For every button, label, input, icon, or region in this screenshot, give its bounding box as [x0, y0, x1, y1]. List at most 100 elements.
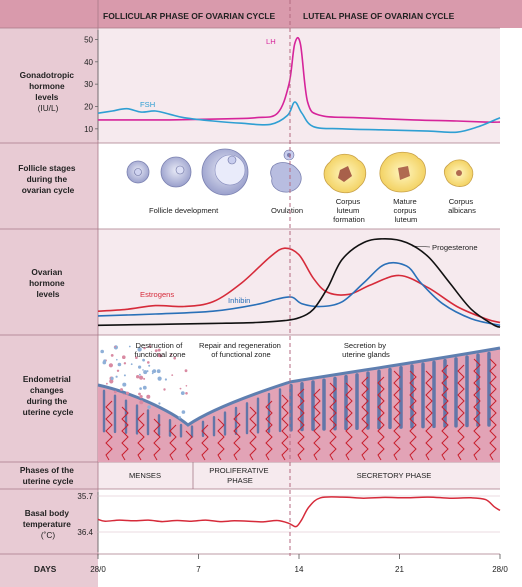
spiral-artery [281, 394, 289, 461]
basal-label-2: temperature [23, 519, 71, 529]
uterine-gland [421, 362, 425, 429]
corpus-luteum-formation-label: Corpus luteum formation [333, 197, 365, 224]
proliferative-2: PHASE [227, 476, 253, 485]
uterine-gland [344, 374, 348, 431]
mature-corpus-luteum-label: Mature corpus luteum [393, 197, 419, 224]
ovulation-label: Ovulation [271, 206, 303, 215]
phases-row-label: Phases of the uterine cycle [20, 465, 76, 486]
ovarian-chart [97, 237, 501, 328]
uterine-glands [102, 351, 491, 438]
uterine-gland [388, 367, 392, 430]
shed-fragment [116, 369, 120, 372]
estrogens-series-label: Estrogens [140, 290, 174, 299]
shed-fragment [122, 382, 127, 387]
gonadotropic-tick-label: 30 [84, 80, 93, 89]
gonadotropic-tick-label: 20 [84, 102, 93, 111]
shed-fragment [158, 402, 161, 405]
shed-fragment [142, 369, 144, 371]
basal-label-3: (˚C) [41, 530, 56, 540]
spiral-artery [121, 406, 129, 461]
shed-fragment [142, 358, 146, 362]
day-tick-label: 7 [196, 565, 201, 574]
primary-follicle-icon [160, 156, 192, 188]
spiral-artery [345, 382, 353, 461]
spiral-artery [409, 370, 417, 461]
shed-fragment [135, 356, 138, 360]
spiral-artery [249, 406, 257, 461]
shed-fragment [125, 391, 130, 395]
shed-fragment [123, 393, 125, 396]
primordial-follicle-icon [126, 160, 150, 184]
uterine-gland [146, 409, 150, 436]
shed-fragment [110, 354, 114, 357]
day-tick-label: 28/0 [492, 565, 508, 574]
endometrium-surface [97, 346, 501, 427]
spiral-artery [169, 424, 177, 461]
follicle-label-2: during the [27, 174, 68, 184]
uterine-gland [212, 416, 216, 437]
uterine-gland [278, 388, 282, 433]
gonadotropic-row-label: Gonadotropic hormone levels (IU/L) [20, 70, 77, 113]
uterine-gland [333, 376, 337, 431]
spiral-artery [393, 370, 401, 461]
follicle-label-1: Follicle stages [18, 163, 76, 173]
uterine-gland [223, 411, 227, 436]
shed-fragment [151, 372, 154, 375]
spiral-artery [473, 358, 481, 461]
shed-fragment [157, 353, 161, 358]
shed-fragment [139, 387, 142, 390]
shed-fragment [114, 345, 117, 348]
mature-cl-2: corpus [394, 206, 417, 215]
ovarian-label-3: levels [36, 289, 59, 299]
shed-fragment [185, 385, 188, 387]
shed-fragment [138, 365, 142, 369]
row-separators [0, 0, 500, 556]
spiral-artery [137, 412, 145, 461]
inhibin-series-label: Inhibin [228, 296, 250, 305]
phases-panel [98, 462, 500, 489]
shed-fragment [110, 376, 114, 381]
phases-label-2: uterine cycle [23, 476, 74, 486]
mature-cl-1: Mature [393, 197, 417, 206]
spiral-artery [265, 400, 273, 461]
spiral-artery [329, 382, 337, 461]
spiral-artery [441, 364, 449, 461]
mature-corpus-luteum-icon [379, 151, 426, 193]
basal-tick-label: 35.7 [77, 492, 93, 501]
shed-fragment [143, 370, 148, 375]
shed-fragment [157, 376, 162, 381]
shed-fragment [122, 355, 126, 360]
shed-fragment [109, 379, 114, 384]
shed-fragment [120, 388, 123, 392]
shed-fragment [148, 345, 152, 348]
endometrial-label-2: changes [30, 385, 64, 395]
shed-fragment [117, 362, 122, 367]
proliferative-1: PROLIFERATIVE [209, 466, 268, 475]
shed-fragment [170, 353, 173, 356]
shed-fragment [113, 390, 117, 394]
shed-fragment [136, 375, 140, 379]
basal-y-axis: 35.7 36.4 [77, 492, 500, 552]
gonadotropic-y-axis: 10 20 30 40 50 [84, 30, 99, 140]
progesterone-leader-line [411, 245, 431, 248]
shed-fragment [164, 378, 167, 381]
uterine-gland [135, 404, 139, 435]
uterine-gland [190, 425, 194, 438]
shed-fragment [116, 358, 118, 361]
endometrial-label-4: uterine cycle [23, 407, 74, 417]
shed-fragment [113, 345, 118, 350]
secretion-2: uterine glands [342, 350, 390, 359]
days-label: DAYS [34, 564, 57, 574]
secretion-1: Secretion by [344, 341, 386, 350]
uterine-gland [465, 355, 469, 428]
spiral-artery [377, 376, 385, 461]
shed-fragment [157, 348, 161, 352]
shed-fragment [108, 363, 113, 368]
proliferative-label: PROLIFERATIVE PHASE [209, 466, 270, 485]
uterine-gland [355, 373, 359, 430]
ovarian-label-2: hormone [29, 278, 65, 288]
uterine-gland [256, 397, 260, 434]
spiral-artery [201, 424, 209, 461]
header-band [0, 0, 522, 28]
